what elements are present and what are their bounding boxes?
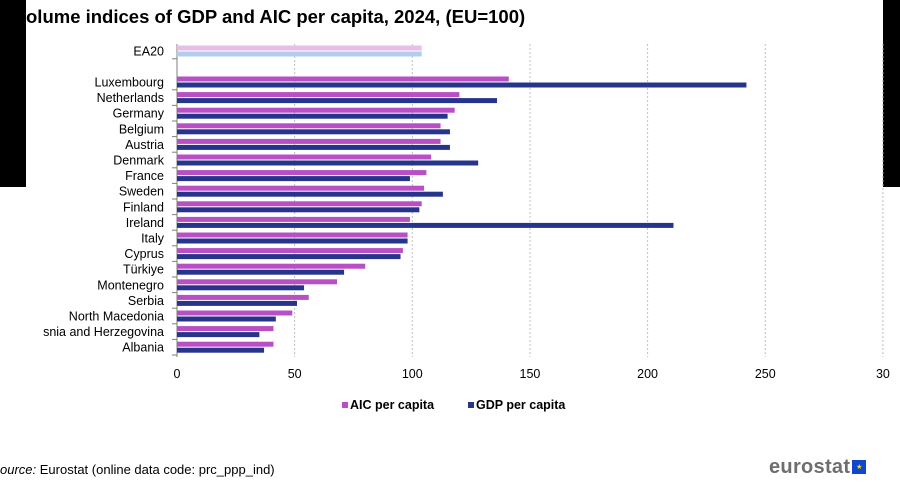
category-label-4: Belgium <box>119 122 164 136</box>
category-label-2: Netherlands <box>97 91 164 105</box>
x-tick-label-1: 50 <box>288 367 302 381</box>
category-label-3: Germany <box>113 107 165 121</box>
bar-aic-15 <box>177 294 309 300</box>
source-label: ource: <box>0 462 37 477</box>
bar-gdp-6 <box>177 160 479 166</box>
category-label-8: Sweden <box>119 185 164 199</box>
brand-name: eurostat <box>769 455 851 478</box>
category-label-9: Finland <box>123 200 164 214</box>
bar-aic-1 <box>177 76 509 82</box>
bar-gdp-0 <box>177 51 422 57</box>
category-label-10: Ireland <box>126 216 164 230</box>
bar-aic-11 <box>177 232 408 238</box>
x-tick-label-6: 30 <box>876 367 890 381</box>
left-black-band <box>0 0 26 187</box>
category-label-15: Serbia <box>128 294 164 308</box>
bar-gdp-4 <box>177 129 450 135</box>
bar-gdp-16 <box>177 316 276 322</box>
bar-gdp-11 <box>177 238 408 244</box>
category-label-11: Italy <box>141 232 165 246</box>
x-tick-label-2: 100 <box>402 367 423 381</box>
bar-aic-17 <box>177 326 274 332</box>
bar-gdp-13 <box>177 269 345 275</box>
category-label-14: Montenegro <box>97 278 164 292</box>
x-tick-label-3: 150 <box>520 367 541 381</box>
legend-swatch-1 <box>468 402 474 408</box>
bar-aic-16 <box>177 310 293 316</box>
bar-gdp-15 <box>177 300 298 306</box>
category-label-1: Luxembourg <box>95 76 165 90</box>
category-label-13: Türkiye <box>123 263 164 277</box>
category-label-17: snia and Herzegovina <box>43 325 164 339</box>
bar-aic-18 <box>177 341 274 347</box>
bar-aic-8 <box>177 185 425 191</box>
bar-aic-14 <box>177 279 338 285</box>
legend-label-0: AIC per capita <box>350 398 435 412</box>
right-black-band <box>883 0 900 187</box>
bar-gdp-8 <box>177 191 443 197</box>
eurostat-logo: eurostat ★ <box>769 455 867 479</box>
bar-gdp-10 <box>177 222 674 228</box>
bar-gdp-18 <box>177 347 265 353</box>
bar-aic-6 <box>177 154 432 160</box>
category-label-7: France <box>125 169 164 183</box>
eu-flag-icon: ★ <box>852 460 867 474</box>
bar-aic-7 <box>177 170 427 176</box>
x-axis-tick-labels: 0 50 100 150 200 250 30 <box>174 367 890 381</box>
bar-aic-10 <box>177 216 410 222</box>
legend-swatch-0 <box>342 402 348 408</box>
legend: AIC per capita GDP per capita <box>342 398 566 412</box>
bar-gdp-1 <box>177 82 747 88</box>
bar-gdp-9 <box>177 207 420 213</box>
category-label-0: EA20 <box>133 45 164 59</box>
x-tick-label-5: 250 <box>755 367 776 381</box>
bar-aic-3 <box>177 107 455 113</box>
category-label-6: Denmark <box>113 154 164 168</box>
category-label-12: Cyprus <box>124 247 164 261</box>
bar-gdp-7 <box>177 176 410 182</box>
bar-gdp-12 <box>177 254 401 260</box>
source-note: ource: Eurostat (online data code: prc_p… <box>0 462 275 477</box>
bar-aic-13 <box>177 263 366 269</box>
bar-aic-5 <box>177 138 441 144</box>
bar-gdp-14 <box>177 285 305 291</box>
category-label-5: Austria <box>125 138 164 152</box>
bar-aic-9 <box>177 201 422 207</box>
bar-gdp-17 <box>177 332 260 338</box>
grid-lines <box>176 44 884 357</box>
bar-gdp-3 <box>177 113 448 119</box>
bar-aic-2 <box>177 92 460 98</box>
x-tick-label-0: 0 <box>174 367 181 381</box>
bars <box>177 45 747 353</box>
bar-gdp-2 <box>177 98 498 104</box>
category-label-16: North Macedonia <box>69 310 164 324</box>
x-tick-label-4: 200 <box>637 367 658 381</box>
legend-label-1: GDP per capita <box>476 398 566 412</box>
source-text: Eurostat (online data code: prc_ppp_ind) <box>36 462 275 477</box>
bar-aic-4 <box>177 123 441 129</box>
chart-title: olume indices of GDP and AIC per capita,… <box>26 5 883 29</box>
bar-aic-0 <box>177 45 422 51</box>
bar-gdp-5 <box>177 144 450 150</box>
bar-aic-12 <box>177 248 403 254</box>
category-label-18: Albania <box>122 341 164 355</box>
